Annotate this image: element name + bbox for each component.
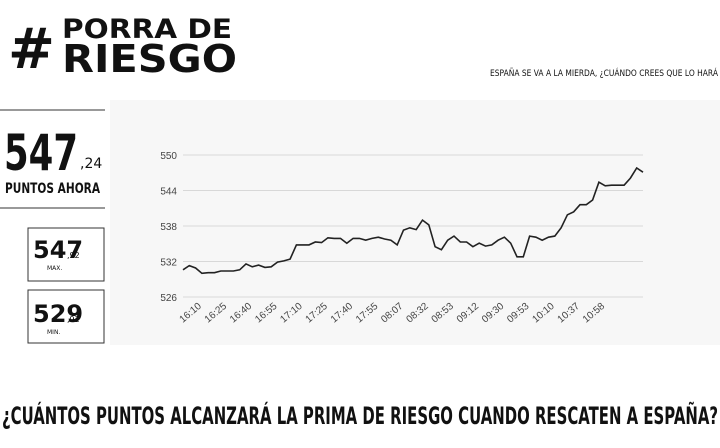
y-tick-label: 538 [160, 222, 177, 233]
max-label: MAX. [47, 265, 62, 272]
y-tick-label: 526 [160, 293, 177, 304]
current-integer: 547 [4, 124, 78, 182]
logo-line: RIESGO [62, 37, 237, 81]
min-integer: 529 [33, 300, 83, 328]
current-decimal: ,24 [80, 156, 102, 172]
min-box [27, 289, 105, 344]
y-tick-label: 532 [160, 258, 177, 269]
chart-panel [110, 100, 720, 345]
y-tick-label: 550 [160, 151, 177, 162]
logo-hash: # [8, 17, 55, 82]
logo-line: PORRA DE [62, 14, 232, 45]
y-tick-label: 544 [160, 187, 177, 198]
current-label: PUNTOS AHORA [5, 181, 100, 197]
price-line [182, 166, 644, 275]
tagline: ESPAÑA SE VA A LA MIERDA, ¿CUÁNDO CREES … [490, 67, 719, 79]
min-label: MIN. [47, 329, 60, 336]
question: ¿CUÁNTOS PUNTOS ALCANZARÁ LA PRIMA DE RI… [2, 401, 718, 430]
min-decimal: ,92 [67, 315, 80, 324]
max-integer: 547 [33, 236, 83, 264]
max-decimal: ,92 [67, 251, 80, 260]
max-box [27, 227, 105, 282]
